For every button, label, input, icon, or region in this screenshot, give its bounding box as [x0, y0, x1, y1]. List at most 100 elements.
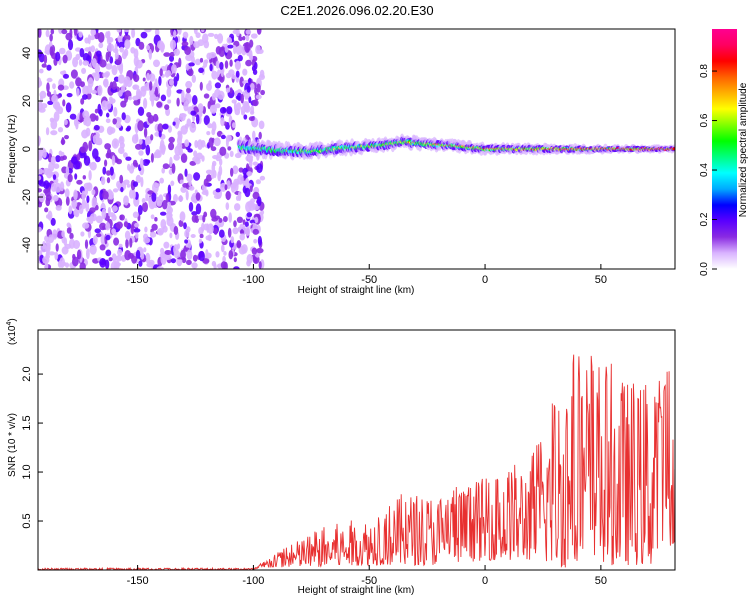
noise-blob — [132, 181, 139, 188]
noise-blob — [225, 87, 231, 93]
noise-blob — [242, 36, 246, 41]
noise-blob — [186, 173, 193, 183]
noise-blob — [184, 46, 192, 55]
noise-blob — [89, 161, 97, 171]
noise-blob — [63, 119, 68, 126]
noise-blob — [58, 150, 63, 156]
noise-blob — [108, 96, 113, 102]
noise-blob — [73, 189, 78, 201]
noise-blob — [105, 234, 111, 241]
noise-blob — [177, 29, 182, 35]
noise-blob — [65, 196, 70, 206]
noise-blob — [50, 217, 56, 226]
bottom-y-tick-label: 1.5 — [21, 415, 33, 430]
bottom-y-axis: 0.5 1.0 1.5 2.0 — [21, 366, 43, 529]
noise-blob — [118, 63, 124, 75]
noise-blob — [206, 131, 211, 136]
noise-blob — [55, 51, 61, 62]
noise-blob — [244, 41, 251, 53]
noise-blob — [188, 202, 194, 212]
noise-blob — [194, 58, 201, 66]
noise-blob — [158, 76, 162, 86]
noise-blob — [173, 29, 177, 38]
noise-blob — [69, 113, 77, 120]
noise-blob — [192, 254, 198, 262]
noise-blob — [243, 102, 250, 112]
noise-blob — [187, 148, 193, 153]
noise-blob — [256, 196, 262, 207]
noise-blob — [47, 210, 53, 221]
noise-blob — [169, 51, 175, 57]
noise-blob — [166, 70, 172, 77]
bottom-x-tick-label: 0 — [482, 575, 488, 587]
snr-panel: -150 -100 -50 0 50 0.5 1.0 1.5 2.0 Height of st… — [6, 318, 676, 596]
noise-blob — [84, 116, 92, 127]
noise-blob — [90, 45, 96, 53]
noise-blob — [95, 233, 102, 238]
noise-blob — [217, 33, 224, 44]
noise-blob — [252, 161, 258, 166]
noise-blob — [124, 29, 130, 33]
noise-blob — [167, 125, 172, 133]
noise-blob — [169, 39, 177, 50]
noise-blob — [38, 168, 44, 175]
noise-blob — [191, 211, 198, 216]
noise-blob — [144, 29, 152, 33]
noise-blob — [52, 174, 57, 180]
noise-blob — [38, 29, 42, 38]
noise-blob — [198, 238, 202, 244]
noise-blob — [254, 87, 258, 95]
noise-blob — [213, 194, 221, 200]
noise-blob — [138, 260, 143, 267]
noise-blob — [111, 81, 117, 90]
noise-blob — [184, 239, 189, 244]
bottom-y-tick-label: 2.0 — [21, 366, 33, 381]
noise-blob — [57, 84, 65, 91]
noise-blob — [74, 173, 78, 180]
noise-blob — [244, 187, 251, 198]
top-x-axis: -150 -100 -50 0 50 — [127, 264, 607, 286]
noise-blob — [95, 115, 99, 122]
noise-blob — [68, 205, 73, 215]
noise-blob — [168, 142, 175, 151]
noise-blob — [187, 68, 194, 77]
noise-blob — [112, 188, 119, 193]
noise-blob — [177, 132, 183, 141]
noise-blob — [149, 81, 153, 91]
noise-blob — [185, 190, 189, 201]
noise-blob — [69, 81, 75, 89]
noise-blob — [108, 190, 114, 200]
noise-blob — [44, 188, 51, 197]
noise-blob — [173, 193, 178, 203]
noise-blob — [189, 122, 197, 133]
colorbar-ticks: 0.0 0.2 0.4 0.6 0.8 — [699, 64, 717, 276]
noise-blob — [76, 179, 83, 185]
noise-blob — [106, 177, 111, 184]
noise-blob — [213, 170, 217, 179]
noise-blob — [53, 111, 60, 122]
noise-blob — [164, 104, 170, 110]
noise-blob — [229, 150, 234, 158]
noise-blob — [142, 201, 148, 213]
noise-blob — [203, 93, 210, 99]
noise-blob — [66, 227, 72, 234]
bottom-y-tick-label: 0.5 — [21, 513, 33, 528]
noise-blob — [209, 104, 217, 114]
noise-blob — [221, 244, 225, 253]
noise-blob — [121, 85, 126, 93]
noise-blob — [185, 226, 191, 233]
noise-blob — [145, 136, 150, 147]
noise-blob — [133, 228, 141, 233]
noise-blob — [162, 163, 170, 170]
noise-blob — [245, 177, 250, 189]
noise-blob — [67, 173, 73, 183]
noise-blob — [197, 139, 203, 150]
noise-blob — [256, 29, 262, 35]
noise-blob — [258, 261, 262, 269]
noise-blob — [217, 90, 225, 101]
bottom-y-axis-label: SNR (10 * v/v) — [7, 413, 18, 477]
noise-blob — [125, 156, 132, 161]
noise-blob — [224, 60, 229, 69]
noise-blob — [233, 266, 240, 269]
noise-blob — [235, 29, 240, 37]
